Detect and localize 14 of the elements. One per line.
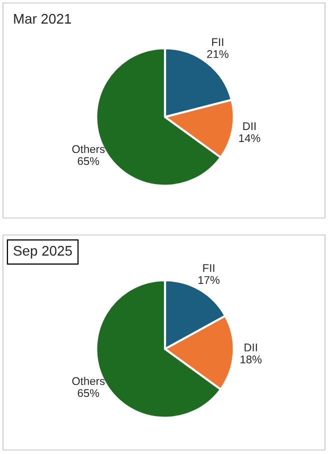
slice-label: FII xyxy=(203,264,214,272)
data-label: 14% xyxy=(239,134,260,142)
data-label: 21% xyxy=(207,50,228,58)
slice-label: Others xyxy=(72,144,105,154)
data-label: 65% xyxy=(78,157,100,166)
slice-label: FII xyxy=(212,38,224,46)
data-label: 17% xyxy=(198,276,220,284)
data-label: 18% xyxy=(240,356,262,364)
chart-title: Sep 2025 xyxy=(14,246,72,258)
slice-label: Others xyxy=(72,376,105,386)
chart-title: Mar 2021 xyxy=(14,14,71,24)
data-label: 65% xyxy=(78,389,100,398)
slice-label: DII xyxy=(243,122,256,130)
slice-label: DII xyxy=(244,344,257,352)
